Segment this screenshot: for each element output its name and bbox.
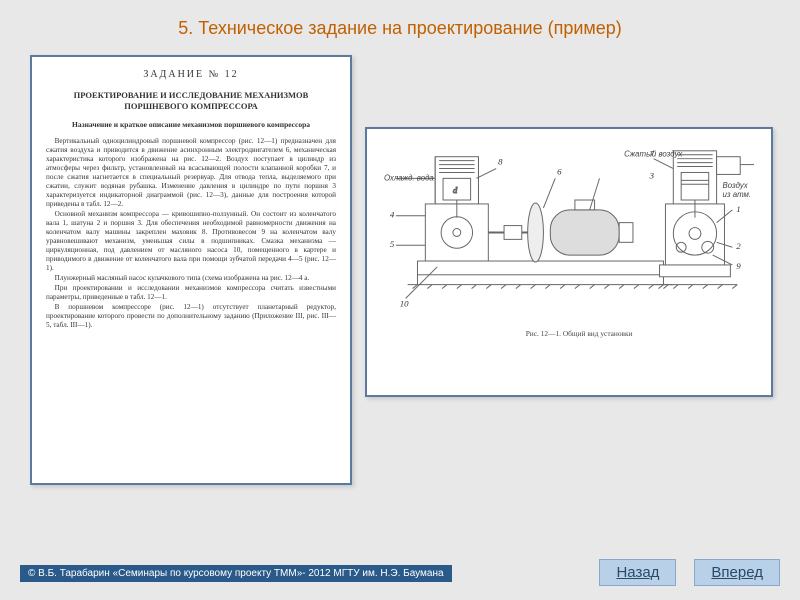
page-title: 5. Техническое задание на проектирование… xyxy=(0,0,800,55)
document-text-panel: ЗАДАНИЕ № 12 ПРОЕКТИРОВАНИЕ И ИССЛЕДОВАН… xyxy=(30,55,352,485)
assignment-number: ЗАДАНИЕ № 12 xyxy=(46,69,336,82)
dia-label-coolwater: Охлажд. вода xyxy=(384,173,434,182)
svg-text:d: d xyxy=(453,185,458,195)
doc-paragraph: Вертикальный одноцилиндровый поршневой к… xyxy=(46,137,336,209)
doc-paragraph: Основной механизм компрессора — кривошип… xyxy=(46,210,336,273)
dia-num: 7 xyxy=(650,149,655,159)
back-button[interactable]: Назад xyxy=(599,559,676,586)
dia-num: 9 xyxy=(736,261,741,271)
nav-buttons: Назад Вперед xyxy=(599,559,780,586)
dia-num: 8 xyxy=(498,157,503,167)
dia-num: 3 xyxy=(649,170,655,180)
dia-num: 4 xyxy=(390,210,395,220)
copyright-label: © В.Б. Тарабарин «Семинары по курсовому … xyxy=(20,565,452,582)
dia-num: 2 xyxy=(736,241,741,251)
dia-label-airatm: Воздухиз атм. xyxy=(723,181,752,199)
dia-num: 10 xyxy=(400,298,409,308)
doc-paragraph: В поршневом компрессоре (рис. 12—1) отсу… xyxy=(46,303,336,330)
assignment-subtitle: Назначение и краткое описание механизмов… xyxy=(46,120,336,129)
forward-button[interactable]: Вперед xyxy=(694,559,780,586)
diagram-panel: d xyxy=(365,127,773,397)
diagram-caption: Рис. 12—1. Общий вид установки xyxy=(526,329,633,338)
footer: © В.Б. Тарабарин «Семинары по курсовому … xyxy=(0,550,800,600)
mechanism-diagram: d xyxy=(377,139,761,385)
doc-paragraph: Плунжерный масляный насос кулачкового ти… xyxy=(46,274,336,283)
assignment-title: ПРОЕКТИРОВАНИЕ И ИССЛЕДОВАНИЕ МЕХАНИЗМОВ… xyxy=(46,90,336,112)
dia-num: 5 xyxy=(390,239,395,249)
dia-num: 6 xyxy=(557,166,562,176)
dia-num: 1 xyxy=(736,204,740,214)
doc-paragraph: При проектировании и исследовании механи… xyxy=(46,284,336,302)
